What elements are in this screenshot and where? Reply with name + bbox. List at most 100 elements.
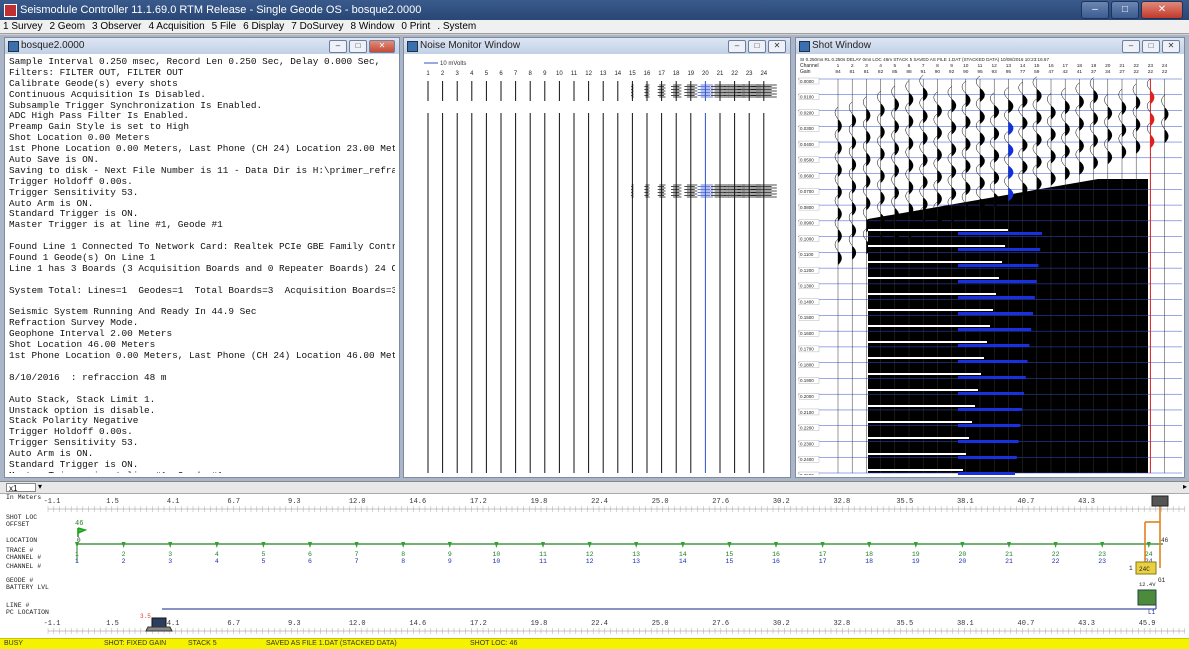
noise-burst [684,184,698,198]
geophone-icon[interactable] [354,542,359,548]
shot-maximize-button[interactable]: □ [1142,40,1160,53]
geophone-channel-number: 12 [586,558,594,565]
menu-system[interactable]: . System [437,21,477,32]
wiggle-line [1089,99,1094,112]
geophone-icon[interactable] [820,542,825,548]
shot-flag-icon[interactable] [77,527,88,537]
geode-icon[interactable] [1135,561,1157,575]
geophone-channel-number: 8 [401,558,405,565]
console-line: Auto Save is ON. [9,154,100,166]
noise-monitor-title-bar[interactable]: Noise Monitor Window – □ ✕ [404,38,790,54]
geophone-icon[interactable] [867,542,872,548]
wiggle-lobe [980,132,985,146]
noise-maximize-button[interactable]: □ [748,40,766,53]
geophone-icon[interactable] [401,542,406,548]
menu-dosurvey[interactable]: 7 DoSurvey [291,21,344,32]
minimize-button[interactable]: – [1081,1,1109,19]
geophone-icon[interactable] [587,542,592,548]
geophone-icon[interactable] [1100,542,1105,548]
wiggle-lobe [937,103,942,118]
geophone-icon[interactable] [774,542,778,548]
geophone-icon[interactable] [1053,542,1058,548]
geophone-icon[interactable] [447,542,452,548]
time-label: 0.0700 [800,189,814,194]
menu-survey[interactable]: 1 Survey [3,21,43,32]
noise-channel-label: 21 [717,71,724,77]
time-label: 0.0100 [800,95,814,100]
wiggle-lobe [1036,88,1042,103]
menu-geom[interactable]: 2 Geom [49,21,86,32]
geophone-icon[interactable] [1007,542,1011,548]
menu-file[interactable]: 5 File [211,21,237,32]
laptop-icon[interactable] [145,617,173,632]
ruler-label: 4.1 [167,620,180,628]
geophone-icon[interactable] [494,542,499,548]
close-button[interactable]: ✕ [1141,1,1183,19]
wiggle-lobe [1150,134,1155,149]
menu-print[interactable]: 0 Print [401,21,431,32]
geophone-icon[interactable] [680,542,685,548]
noise-burst [724,84,745,98]
geophone-icon[interactable] [634,542,639,548]
wiggle-line [933,157,938,171]
shot-close-button[interactable]: ✕ [1162,40,1180,53]
noise-burst [697,184,714,198]
menu-display[interactable]: 6 Display [243,21,285,32]
console-close-button[interactable]: ✕ [369,40,395,53]
zoom-select[interactable]: x1 [6,483,36,493]
geophone-icon[interactable] [960,542,965,548]
wiggle-lobe [951,164,957,179]
console-line: ADC High Pass Filter Is Enabled. [9,110,190,122]
ruler-label: 40.7 [1018,498,1035,506]
geophone-icon[interactable] [121,542,126,548]
menu-window[interactable]: 8 Window [350,21,395,32]
wiggle-line [919,74,924,88]
time-label: 0.2100 [800,410,814,415]
geophone-icon[interactable] [727,542,732,548]
geophone-icon[interactable] [214,542,219,548]
wiggle-lobe [1065,100,1070,115]
geophone-channel-number: 3 [168,558,172,565]
geophone-icon[interactable] [168,542,173,548]
shot-channel-gain: 82 [878,69,884,75]
wiggle-lobe [838,185,842,199]
geophone-icon[interactable] [308,542,312,548]
wiggle-lobe [909,202,914,217]
wiggle-line [933,113,938,127]
noise-minimize-button[interactable]: – [728,40,746,53]
console-minimize-button[interactable]: – [329,40,347,53]
shot-minimize-button[interactable]: – [1122,40,1140,53]
geophone-icon[interactable] [75,542,79,548]
menu-acquisition[interactable]: 4 Acquisition [148,21,205,32]
trace-streak [958,472,1015,475]
wiggle-line [975,163,981,177]
geophone-icon[interactable] [541,542,545,548]
maximize-button[interactable]: □ [1111,1,1139,19]
wiggle-line [975,119,981,133]
wiggle-line [1032,76,1037,89]
geophone-trace-number: 13 [632,551,640,558]
console-line: Master Trigger is at line #1, Geode #1 [9,470,395,473]
scroll-right-icon[interactable]: ▸ [1182,482,1187,491]
wiggle-line [1089,77,1094,90]
console-maximize-button[interactable]: □ [349,40,367,53]
console-window-title-bar[interactable]: bosque2.0000 – □ ✕ [5,38,399,54]
shot-window-title-bar[interactable]: Shot Window – □ ✕ [796,38,1184,54]
ruler-label: 32.8 [833,620,850,628]
noise-close-button[interactable]: ✕ [768,40,786,53]
menu-observer[interactable]: 3 Observer [92,21,142,32]
time-label: 0.0600 [800,173,814,178]
geophone-channel-number: 6 [308,558,312,565]
wiggle-line [1075,148,1080,162]
chevron-down-icon[interactable]: ▾ [38,482,43,491]
geophone-icon[interactable] [261,542,266,548]
geophone-trace-number: 4 [215,551,219,558]
trace-streak [868,421,972,423]
geophone-icon[interactable] [1146,542,1151,548]
source-icon[interactable] [1151,495,1169,507]
geophone-icon[interactable] [913,542,918,548]
shot-channel-gain: 34 [1105,69,1111,75]
wiggle-line [1104,116,1108,129]
wiggle-line [905,146,910,159]
console-line: Auto Stack, Stack Limit 1. [9,393,156,405]
